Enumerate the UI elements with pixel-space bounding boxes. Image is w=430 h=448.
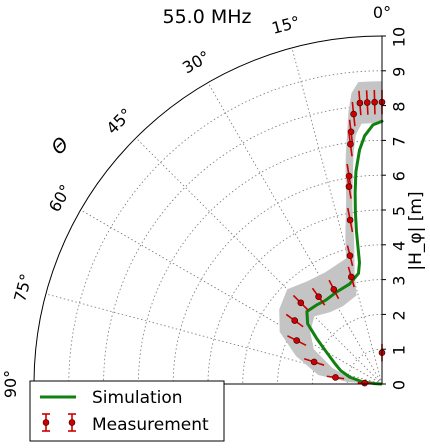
theta-tick-label: 60° bbox=[45, 181, 76, 215]
r-tick-label: 10 bbox=[390, 27, 409, 47]
measurement-marker bbox=[330, 286, 338, 293]
theta-axis-label: Θ bbox=[47, 133, 73, 159]
theta-tick-label: 15° bbox=[270, 12, 302, 38]
uncertainty-band-area bbox=[279, 81, 382, 384]
measurement-marker bbox=[356, 99, 364, 107]
simulation-line bbox=[305, 119, 384, 386]
legend-frame bbox=[29, 380, 225, 442]
measurement-point bbox=[371, 90, 378, 115]
r-tick-label: 4 bbox=[390, 241, 409, 251]
measurement-marker bbox=[310, 358, 318, 366]
measurement-marker bbox=[346, 252, 354, 259]
measurement-point bbox=[292, 294, 309, 311]
measurement-point bbox=[311, 287, 326, 306]
measurement-marker bbox=[332, 374, 339, 381]
measurement-marker bbox=[361, 379, 368, 387]
measurement-point bbox=[326, 374, 345, 381]
r-tick-label: 0 bbox=[390, 380, 409, 390]
polar-grid bbox=[45, 47, 383, 385]
measurement-marker bbox=[345, 183, 353, 190]
grid-circle bbox=[242, 244, 383, 385]
grid-circle bbox=[103, 105, 383, 385]
measurement-point bbox=[345, 174, 353, 199]
measurement-point bbox=[357, 379, 372, 387]
uncertainty-band bbox=[279, 81, 382, 384]
measurement-point bbox=[350, 101, 357, 127]
theta-tick-label: 30° bbox=[179, 47, 213, 78]
legend-measurement-label: Measurement bbox=[92, 415, 209, 435]
measurement-point bbox=[356, 90, 364, 116]
measurement-marker bbox=[291, 317, 299, 324]
r-tick-label: 5 bbox=[390, 206, 409, 216]
measurement-point bbox=[285, 313, 304, 328]
r-tick-label: 6 bbox=[390, 171, 409, 181]
measurement-point bbox=[303, 357, 325, 366]
theta-tick-label: 45° bbox=[102, 104, 135, 137]
measurement-point bbox=[347, 266, 355, 288]
r-tick-label: 7 bbox=[390, 136, 409, 146]
grid-circle bbox=[172, 174, 383, 385]
r-tick-label: 3 bbox=[390, 276, 409, 286]
measurement-point bbox=[287, 335, 307, 347]
measurement-marker bbox=[350, 110, 357, 118]
measurement-marker bbox=[363, 99, 371, 106]
measurement-point bbox=[328, 279, 340, 300]
measurement-marker bbox=[346, 216, 354, 224]
r-tick-label: 8 bbox=[390, 102, 409, 112]
grid-circle bbox=[207, 209, 383, 385]
measurement-point bbox=[346, 245, 354, 267]
measurement-marker bbox=[347, 140, 354, 148]
theta-tick-label: 90° bbox=[1, 370, 20, 398]
measurement-marker bbox=[348, 273, 355, 281]
measurement-marker bbox=[371, 98, 378, 106]
measurement-marker bbox=[297, 299, 305, 307]
grid-circle bbox=[68, 70, 383, 385]
r-tick-label: 1 bbox=[390, 345, 409, 355]
chart-title: 55.0 MHz bbox=[163, 6, 252, 28]
series-layer bbox=[285, 89, 386, 387]
r-axis-label: |H_φ| [m] bbox=[406, 191, 426, 270]
legend-measurement-swatch bbox=[42, 413, 76, 432]
measurement-point bbox=[363, 90, 371, 115]
theta-tick-label: 0° bbox=[373, 3, 391, 22]
r-tick-label: 2 bbox=[390, 310, 409, 320]
outer-arc bbox=[33, 35, 383, 385]
r-tick-label: 9 bbox=[390, 67, 409, 77]
axis-layer: 0 1 2 3 4 5 6 7 8 9 10 |H_φ| [m] 0° 15° 30° 45° 60° 75° 90… bbox=[1, 3, 426, 398]
measurement-point bbox=[347, 132, 354, 157]
measurement-point bbox=[346, 207, 354, 233]
legend: Simulation Measurement bbox=[29, 380, 225, 442]
legend-simulation-label: Simulation bbox=[92, 388, 183, 408]
measurement-marker bbox=[315, 293, 322, 301]
theta-tick-label: 75° bbox=[10, 272, 36, 304]
measurement-marker bbox=[293, 337, 301, 344]
